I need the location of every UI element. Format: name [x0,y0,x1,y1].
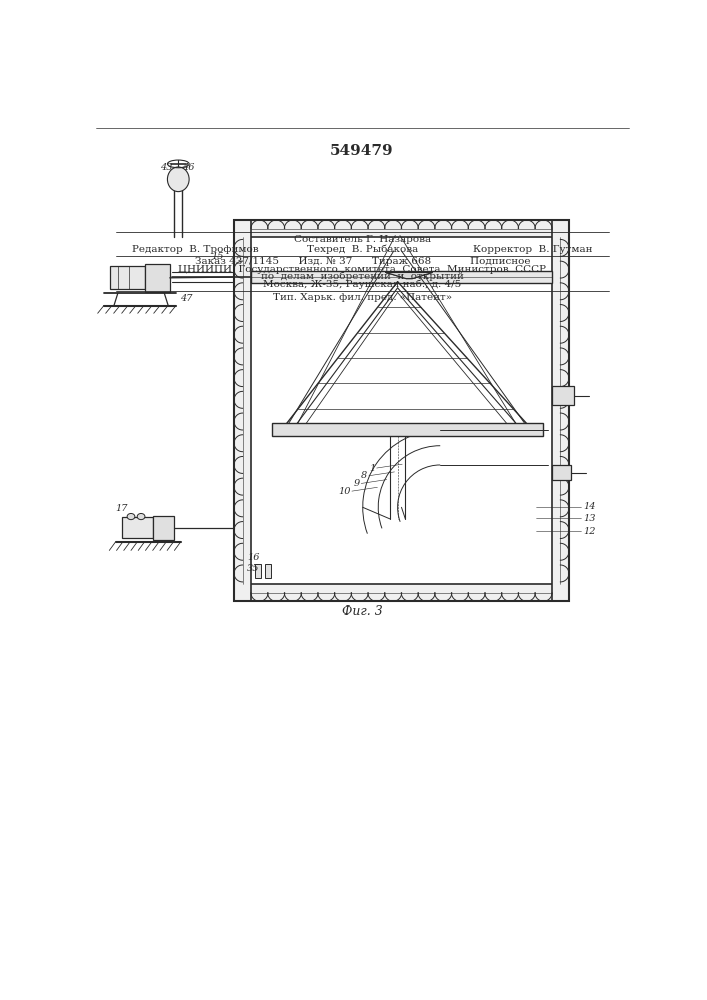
Text: Корректор  В. Гутман: Корректор В. Гутман [473,245,592,254]
Text: Техред  В. Рыбакова: Техред В. Рыбакова [307,245,418,254]
Bar [110,266,145,289]
Text: 8: 8 [361,471,368,480]
Text: 17: 17 [115,504,128,513]
Bar [234,584,569,601]
Bar [145,264,170,292]
Text: 15: 15 [211,252,223,261]
Bar [552,386,573,405]
Text: 14: 14 [583,502,596,511]
Text: ЦНИИПИ  Государственного  комитета  Совета  Министров  СССР: ЦНИИПИ Государственного комитета Совета … [178,265,547,274]
Bar [122,517,153,538]
Text: 46: 46 [182,163,194,172]
Text: Редактор  В. Трофимов: Редактор В. Трофимов [132,245,259,254]
Text: 47: 47 [180,294,192,303]
Text: 9: 9 [354,479,360,488]
Bar [234,220,251,601]
Ellipse shape [127,513,135,520]
Text: 549479: 549479 [330,144,394,158]
Bar [265,564,271,578]
Text: 10: 10 [338,487,351,496]
Bar [234,220,569,237]
Text: 13: 13 [583,514,596,523]
Text: Составитель Г. Назарова: Составитель Г. Назарова [294,235,431,244]
Text: Москва, Ж-35, Раушская наб., д. 4/5: Москва, Ж-35, Раушская наб., д. 4/5 [263,279,462,289]
Ellipse shape [168,167,189,192]
Text: Тип. Харьк. фил. пред. «Патент»: Тип. Харьк. фил. пред. «Патент» [273,293,452,302]
Text: 12: 12 [583,527,596,536]
Polygon shape [386,272,433,279]
Text: 1: 1 [369,464,375,473]
Bar [153,516,175,540]
Text: Заказ 437/1145      Изд. № 37      Тираж 668            Подписное: Заказ 437/1145 Изд. № 37 Тираж 668 Подпи… [194,257,530,266]
Ellipse shape [137,513,145,520]
Text: 16: 16 [247,553,259,562]
Bar [234,220,569,601]
Bar [552,465,571,480]
Text: по  делам  изобретений  и  открытий: по делам изобретений и открытий [261,272,464,281]
Text: 43: 43 [160,163,173,172]
Text: Фиг. 3: Фиг. 3 [341,605,382,618]
Bar [255,564,261,578]
Bar [552,220,569,601]
Text: 35: 35 [247,564,259,573]
Bar [251,271,552,283]
Bar [272,423,542,436]
